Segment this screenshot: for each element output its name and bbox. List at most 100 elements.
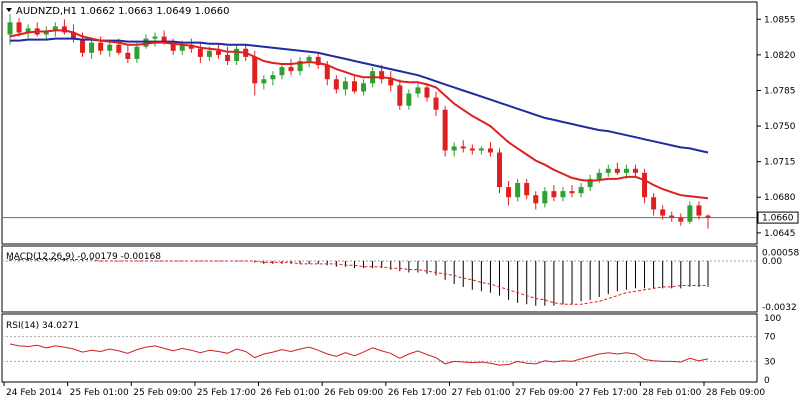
bull-candle	[542, 191, 548, 204]
time-tick-label: 27 Feb 09:00	[515, 388, 574, 398]
bear-candle	[632, 168, 638, 173]
rsi-tick-label: 100	[764, 314, 781, 324]
price-tick-label: 1.0820	[764, 51, 796, 61]
time-tick-label: 25 Feb 01:00	[70, 388, 129, 398]
bear-candle	[288, 67, 294, 72]
time-tick-label: 27 Feb 01:00	[451, 388, 510, 398]
bull-candle	[623, 168, 629, 173]
bear-candle	[397, 85, 403, 106]
macd-label: MACD(12,26,9) -0.00179 -0.00168	[6, 252, 161, 262]
bear-candle	[487, 148, 493, 153]
bear-candle	[460, 146, 466, 149]
rsi-label: RSI(14) 34.0271	[6, 321, 79, 331]
bull-candle	[89, 42, 95, 53]
macd-tick-label: 0.00	[762, 257, 782, 267]
bear-candle	[696, 205, 702, 216]
bull-candle	[605, 168, 611, 173]
bull-candle	[687, 205, 693, 222]
bear-candle	[98, 42, 104, 51]
bull-candle	[234, 48, 240, 61]
bear-candle	[379, 71, 385, 80]
bear-candle	[80, 38, 86, 53]
price-tick-label: 1.0750	[764, 122, 796, 132]
bear-candle	[170, 42, 176, 51]
rsi-axis: 100 70 30 0	[2, 314, 781, 386]
rsi-line	[9, 343, 709, 366]
bear-candle	[16, 22, 22, 33]
rsi-tick-label: 0	[764, 376, 770, 386]
current-price-label: 1.0660	[762, 214, 794, 224]
current-price-box	[757, 211, 799, 224]
bull-candle	[297, 60, 303, 72]
bull-candle	[279, 67, 285, 76]
bear-candle	[642, 172, 648, 198]
macd-tick-label: -0.0032	[762, 303, 797, 313]
macd-panel[interactable]	[1, 245, 758, 313]
bull-candle	[342, 81, 348, 90]
bull-candle	[206, 50, 212, 57]
bull-candle	[25, 28, 31, 33]
bull-candle	[179, 44, 185, 51]
time-axis: 24 Feb 2014 25 Feb 01:00 25 Feb 09:00 25 Fe…	[3, 382, 765, 398]
price-panel[interactable]	[1, 1, 758, 245]
rsi-tick-label: 70	[764, 333, 776, 343]
bull-candle	[560, 191, 566, 198]
bear-candle	[324, 65, 330, 80]
bear-candle	[551, 191, 557, 198]
bear-candle	[315, 56, 321, 66]
bear-candle	[424, 87, 430, 98]
bull-candle	[587, 178, 593, 188]
bear-candle	[333, 79, 339, 90]
bear-candle	[533, 195, 539, 204]
bear-candle	[433, 97, 439, 110]
price-tick-label: 1.0785	[764, 86, 796, 96]
macd-tick-label: 0.00058	[762, 249, 799, 259]
time-tick-label: 27 Feb 17:00	[579, 388, 638, 398]
bull-candle	[596, 172, 602, 179]
time-tick-label: 28 Feb 01:00	[642, 388, 701, 398]
bear-candle	[197, 48, 203, 57]
bear-candle	[651, 197, 657, 210]
time-tick-label: 28 Feb 09:00	[706, 388, 765, 398]
bear-candle	[524, 183, 530, 196]
fast-moving-average-line	[9, 29, 709, 200]
price-tick-label: 1.0645	[764, 229, 796, 239]
bull-candle	[406, 93, 412, 106]
time-tick-label: 25 Feb 09:00	[133, 388, 192, 398]
time-tick-label: 24 Feb 2014	[6, 388, 62, 398]
bull-candle	[7, 22, 13, 35]
time-tick-label: 26 Feb 17:00	[388, 388, 447, 398]
time-tick-label: 26 Feb 01:00	[261, 388, 320, 398]
bull-candle	[515, 183, 521, 198]
price-tick-label: 1.0715	[764, 158, 796, 168]
bear-candle	[125, 52, 131, 59]
price-axis: 1.0855 1.0820 1.0785 1.0750 1.0715 1.0680 1.06…	[757, 15, 796, 239]
bear-candle	[351, 81, 357, 92]
bull-candle	[578, 187, 584, 194]
bear-candle	[388, 79, 394, 86]
bull-candle	[306, 56, 312, 61]
ohlc-readout: 1.0662 1.0663 1.0649 1.0660	[80, 6, 230, 17]
price-tick-label: 1.0680	[764, 193, 796, 203]
rsi-tick-label: 30	[764, 357, 776, 367]
collapse-triangle-icon[interactable]	[6, 8, 12, 12]
bull-candle	[152, 36, 158, 39]
bull-candle	[478, 148, 484, 151]
bull-candle	[415, 87, 421, 94]
bear-candle	[506, 187, 512, 198]
bear-candle	[660, 209, 666, 216]
symbol-label: AUDNZD,H1	[16, 6, 77, 17]
bear-candle	[116, 44, 122, 53]
bull-candle	[52, 26, 58, 31]
candlestick-series	[7, 14, 711, 229]
bull-candle	[134, 46, 140, 59]
bull-candle	[270, 75, 276, 80]
bull-candle	[143, 38, 149, 47]
macd-signal-line	[10, 259, 708, 305]
rsi-panel[interactable]	[1, 313, 758, 383]
price-tick-label: 1.0855	[764, 15, 796, 25]
bear-candle	[225, 54, 231, 61]
slow-moving-average-line	[10, 37, 709, 154]
bull-candle	[451, 146, 457, 151]
